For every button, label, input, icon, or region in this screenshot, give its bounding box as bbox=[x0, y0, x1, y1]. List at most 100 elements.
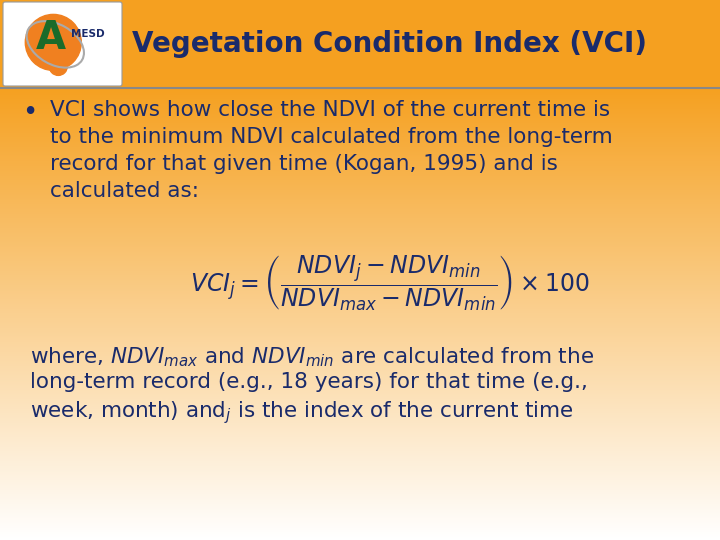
Bar bbox=[0, 284, 720, 285]
Bar bbox=[0, 531, 720, 532]
Bar bbox=[0, 478, 720, 479]
Bar bbox=[0, 270, 720, 271]
Bar bbox=[0, 99, 720, 100]
Bar bbox=[0, 209, 720, 210]
Bar bbox=[0, 358, 720, 359]
Bar bbox=[0, 216, 720, 217]
Bar bbox=[0, 396, 720, 397]
Bar bbox=[0, 92, 720, 93]
Bar bbox=[0, 390, 720, 391]
Bar bbox=[0, 100, 720, 101]
Bar bbox=[0, 274, 720, 275]
Bar bbox=[0, 467, 720, 468]
Bar bbox=[0, 352, 720, 353]
Bar bbox=[0, 256, 720, 257]
Bar bbox=[0, 518, 720, 519]
Bar bbox=[0, 378, 720, 379]
Text: •: • bbox=[22, 100, 37, 126]
Bar bbox=[0, 515, 720, 516]
Bar bbox=[0, 235, 720, 236]
Bar bbox=[0, 400, 720, 401]
Bar bbox=[0, 192, 720, 193]
Bar bbox=[0, 120, 720, 121]
Bar bbox=[0, 525, 720, 526]
Bar bbox=[0, 248, 720, 249]
Bar bbox=[0, 300, 720, 301]
Bar bbox=[0, 432, 720, 433]
Text: VCI shows how close the NDVI of the current time is: VCI shows how close the NDVI of the curr… bbox=[50, 100, 610, 120]
Bar bbox=[0, 220, 720, 221]
Bar bbox=[0, 234, 720, 235]
Bar bbox=[0, 222, 720, 223]
Bar bbox=[0, 282, 720, 283]
Bar bbox=[0, 455, 720, 456]
Bar bbox=[0, 156, 720, 157]
Bar bbox=[0, 387, 720, 388]
Bar bbox=[0, 307, 720, 308]
Bar bbox=[0, 371, 720, 372]
Bar bbox=[0, 392, 720, 393]
Bar bbox=[0, 231, 720, 232]
Bar bbox=[0, 350, 720, 351]
Bar bbox=[0, 146, 720, 147]
Bar bbox=[0, 502, 720, 503]
Bar bbox=[0, 189, 720, 190]
Bar bbox=[0, 161, 720, 162]
Bar bbox=[0, 479, 720, 480]
Bar bbox=[0, 113, 720, 114]
Bar bbox=[0, 340, 720, 341]
Bar bbox=[0, 321, 720, 322]
Bar bbox=[0, 332, 720, 333]
Bar bbox=[0, 506, 720, 507]
Bar bbox=[0, 302, 720, 303]
Bar bbox=[0, 279, 720, 280]
Bar bbox=[0, 268, 720, 269]
Bar bbox=[0, 488, 720, 489]
Bar bbox=[0, 305, 720, 306]
Bar bbox=[0, 325, 720, 326]
Bar bbox=[0, 165, 720, 166]
Text: to the minimum NDVI calculated from the long-term: to the minimum NDVI calculated from the … bbox=[50, 127, 613, 147]
Bar bbox=[0, 380, 720, 381]
Bar bbox=[0, 138, 720, 139]
Bar bbox=[0, 115, 720, 116]
Bar bbox=[0, 536, 720, 537]
Bar bbox=[0, 451, 720, 452]
Bar bbox=[0, 309, 720, 310]
Bar bbox=[0, 304, 720, 305]
Bar bbox=[0, 359, 720, 360]
Bar bbox=[0, 466, 720, 467]
Bar bbox=[0, 394, 720, 395]
Bar bbox=[0, 107, 720, 108]
Bar bbox=[0, 230, 720, 231]
Bar bbox=[0, 460, 720, 461]
Bar bbox=[0, 249, 720, 250]
Bar bbox=[0, 440, 720, 441]
Bar bbox=[0, 286, 720, 287]
Bar bbox=[0, 361, 720, 362]
Bar bbox=[0, 271, 720, 272]
Bar bbox=[0, 108, 720, 109]
Bar bbox=[0, 275, 720, 276]
Bar bbox=[0, 519, 720, 520]
Bar bbox=[0, 291, 720, 292]
Bar bbox=[0, 210, 720, 211]
Bar bbox=[0, 417, 720, 418]
Bar bbox=[0, 431, 720, 432]
Bar bbox=[0, 424, 720, 425]
Bar bbox=[0, 272, 720, 273]
Bar bbox=[0, 273, 720, 274]
Bar bbox=[0, 172, 720, 173]
Bar bbox=[0, 403, 720, 404]
Bar bbox=[0, 327, 720, 328]
Bar bbox=[0, 419, 720, 420]
Bar bbox=[0, 511, 720, 512]
Bar bbox=[0, 398, 720, 399]
Bar bbox=[0, 289, 720, 290]
Bar bbox=[0, 490, 720, 491]
Bar bbox=[0, 336, 720, 337]
Bar bbox=[0, 435, 720, 436]
Bar bbox=[0, 402, 720, 403]
Bar bbox=[0, 505, 720, 506]
Bar bbox=[0, 96, 720, 97]
